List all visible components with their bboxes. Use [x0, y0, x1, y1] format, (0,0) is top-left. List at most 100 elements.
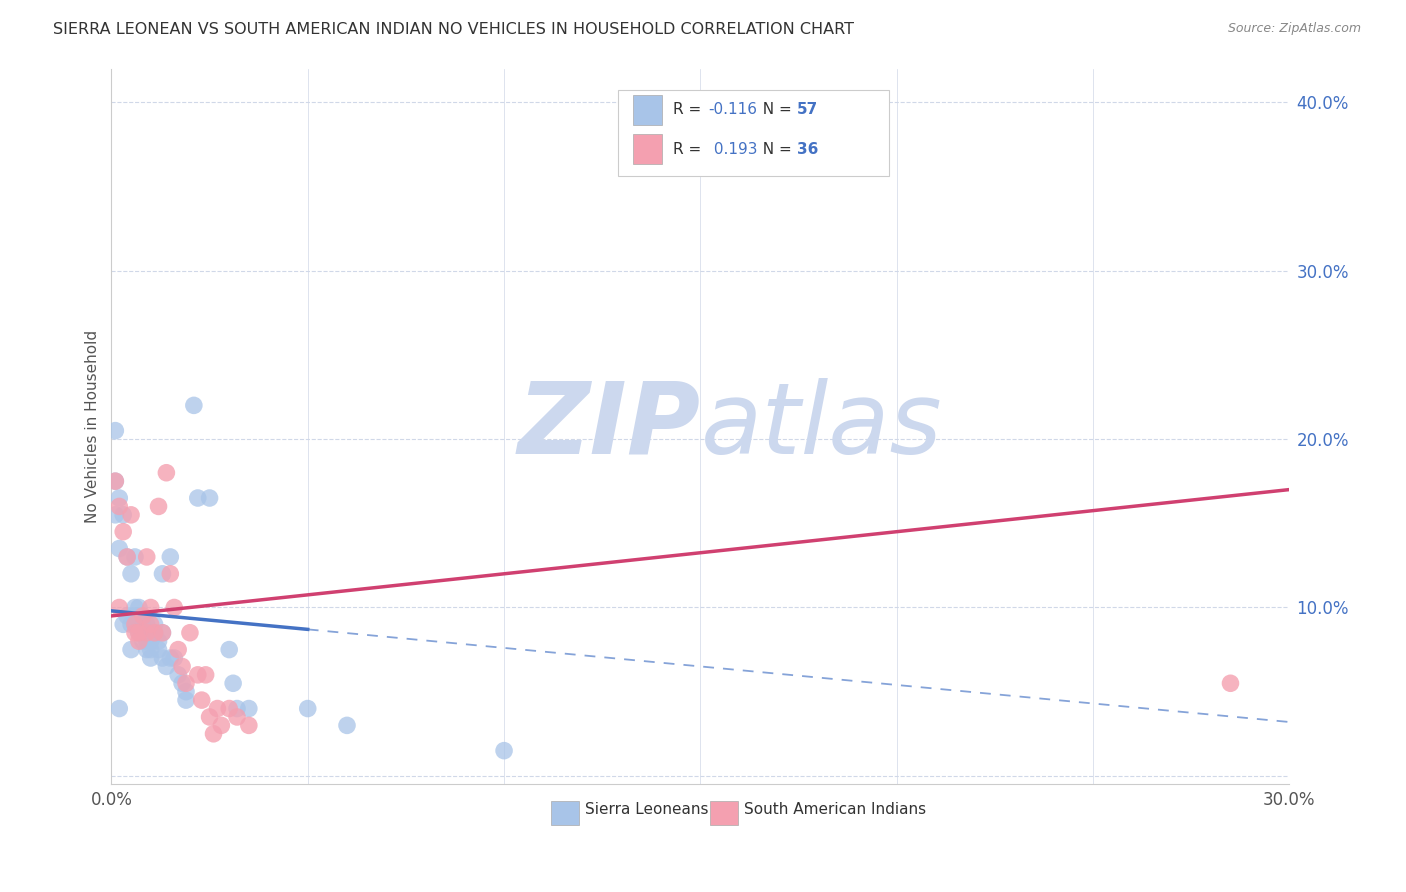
- Point: [139, 625, 162, 640]
- Point: [1219, 676, 1241, 690]
- Point: [187, 668, 209, 682]
- Point: [179, 625, 201, 640]
- Point: [139, 642, 162, 657]
- Point: [172, 676, 194, 690]
- Point: [104, 474, 127, 488]
- Point: [124, 617, 146, 632]
- Point: [148, 500, 170, 514]
- Point: [112, 617, 135, 632]
- Point: [155, 466, 177, 480]
- Point: [336, 718, 359, 732]
- Point: [104, 424, 127, 438]
- Point: [108, 500, 131, 514]
- Point: [124, 608, 146, 623]
- Point: [120, 617, 142, 632]
- Text: 57: 57: [797, 103, 818, 118]
- Point: [104, 474, 127, 488]
- Point: [198, 710, 221, 724]
- FancyBboxPatch shape: [710, 800, 738, 825]
- FancyBboxPatch shape: [617, 90, 889, 176]
- Text: 0.193: 0.193: [709, 142, 758, 157]
- Point: [190, 693, 212, 707]
- Point: [207, 701, 229, 715]
- Point: [124, 549, 146, 564]
- Point: [238, 718, 260, 732]
- Point: [167, 668, 190, 682]
- Text: N =: N =: [754, 103, 797, 118]
- Text: N =: N =: [754, 142, 797, 157]
- Point: [124, 625, 146, 640]
- Point: [183, 398, 205, 412]
- Point: [139, 651, 162, 665]
- Point: [132, 625, 155, 640]
- Point: [135, 625, 157, 640]
- Point: [238, 701, 260, 715]
- Text: Sierra Leoneans: Sierra Leoneans: [585, 802, 709, 817]
- Point: [159, 566, 181, 581]
- Point: [198, 491, 221, 505]
- FancyBboxPatch shape: [633, 134, 661, 164]
- Point: [139, 617, 162, 632]
- Text: Source: ZipAtlas.com: Source: ZipAtlas.com: [1227, 22, 1361, 36]
- Point: [174, 684, 197, 698]
- Point: [152, 625, 174, 640]
- FancyBboxPatch shape: [551, 800, 579, 825]
- Point: [132, 634, 155, 648]
- Text: atlas: atlas: [700, 378, 942, 475]
- Point: [148, 634, 170, 648]
- Point: [152, 625, 174, 640]
- Point: [115, 608, 138, 623]
- Point: [135, 617, 157, 632]
- Point: [167, 642, 190, 657]
- Point: [120, 642, 142, 657]
- Point: [108, 701, 131, 715]
- Point: [218, 642, 240, 657]
- Point: [148, 642, 170, 657]
- Text: 36: 36: [797, 142, 818, 157]
- Text: R =: R =: [673, 142, 706, 157]
- Point: [152, 651, 174, 665]
- Point: [128, 608, 150, 623]
- Point: [143, 625, 166, 640]
- Point: [159, 549, 181, 564]
- Point: [143, 625, 166, 640]
- FancyBboxPatch shape: [633, 95, 661, 125]
- Point: [120, 566, 142, 581]
- Point: [128, 617, 150, 632]
- Point: [297, 701, 319, 715]
- Point: [155, 659, 177, 673]
- Point: [132, 608, 155, 623]
- Point: [174, 693, 197, 707]
- Point: [194, 668, 217, 682]
- Point: [163, 600, 186, 615]
- Text: R =: R =: [673, 103, 706, 118]
- Point: [143, 617, 166, 632]
- Text: SIERRA LEONEAN VS SOUTH AMERICAN INDIAN NO VEHICLES IN HOUSEHOLD CORRELATION CHA: SIERRA LEONEAN VS SOUTH AMERICAN INDIAN …: [53, 22, 855, 37]
- Point: [128, 600, 150, 615]
- Point: [174, 676, 197, 690]
- Point: [135, 549, 157, 564]
- Point: [108, 541, 131, 556]
- Point: [128, 634, 150, 648]
- Point: [120, 508, 142, 522]
- Text: South American Indians: South American Indians: [744, 802, 927, 817]
- Point: [128, 625, 150, 640]
- Point: [104, 508, 127, 522]
- Point: [108, 491, 131, 505]
- Point: [218, 701, 240, 715]
- Point: [152, 566, 174, 581]
- Point: [115, 549, 138, 564]
- Point: [135, 642, 157, 657]
- Point: [132, 617, 155, 632]
- Text: -0.116: -0.116: [709, 103, 758, 118]
- Point: [159, 651, 181, 665]
- Point: [226, 710, 249, 724]
- Point: [139, 600, 162, 615]
- Point: [494, 744, 516, 758]
- Point: [163, 651, 186, 665]
- Point: [135, 625, 157, 640]
- Point: [135, 634, 157, 648]
- Point: [139, 634, 162, 648]
- Point: [172, 659, 194, 673]
- Point: [124, 600, 146, 615]
